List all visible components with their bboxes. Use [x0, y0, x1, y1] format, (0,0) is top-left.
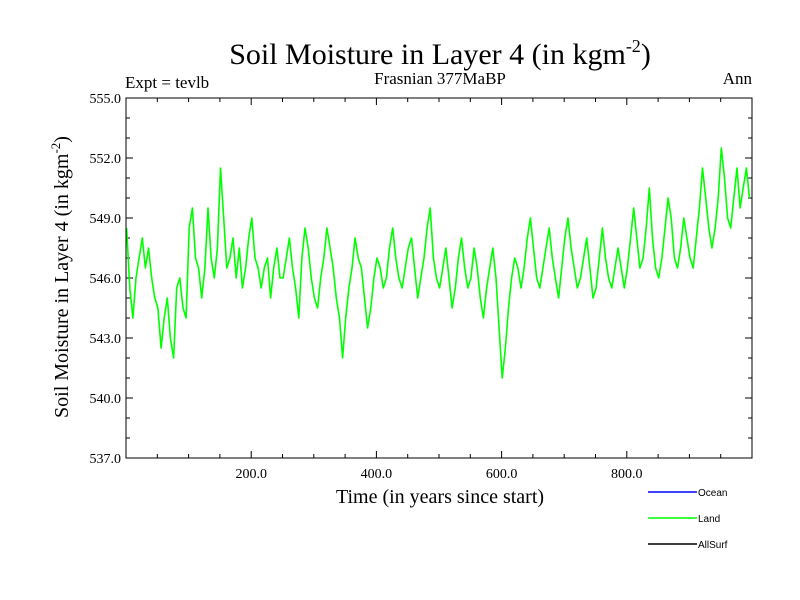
subtitle-right: Ann — [723, 69, 753, 88]
legend-label-land: Land — [698, 514, 720, 525]
subtitle-left: Expt = tevlb — [125, 73, 209, 92]
chart-title-text: Soil Moisture in Layer 4 (in kgm — [229, 38, 626, 71]
y-tick-label: 555.0 — [90, 92, 122, 107]
x-tick-label: 800.0 — [611, 467, 643, 482]
y-tick-label: 537.0 — [90, 452, 122, 467]
x-tick-label: 400.0 — [361, 467, 393, 482]
svg-text:Soil Moisture in Layer 4 (in k: Soil Moisture in Layer 4 (in kgm-2) — [48, 136, 73, 418]
series-line-land — [125, 147, 751, 379]
axis-ticks: 537.0 540.0 543.0 546.0 549.0 552.0 555.0 200.0… — [90, 92, 752, 482]
x-axis-label: Time (in years since start) — [336, 486, 544, 508]
y-axis-label-text: Soil Moisture in Layer 4 (in kgm — [51, 153, 73, 418]
legend: Ocean Land AllSurf — [648, 488, 728, 551]
legend-label-allsurf: AllSurf — [698, 540, 728, 551]
y-tick-label: 546.0 — [90, 272, 122, 287]
x-tick-label: 200.0 — [235, 467, 267, 482]
y-tick-label: 543.0 — [90, 332, 122, 347]
y-tick-label: 549.0 — [90, 212, 122, 227]
subtitle-center: Frasnian 377MaBP — [374, 69, 506, 88]
chart-title-close: ) — [641, 38, 651, 71]
y-tick-label: 552.0 — [90, 152, 122, 167]
chart-title: Soil Moisture in Layer 4 (in kgm-2) — [229, 36, 651, 71]
legend-label-ocean: Ocean — [698, 488, 727, 499]
x-tick-label: 600.0 — [486, 467, 518, 482]
plot-frame — [125, 97, 753, 459]
chart-title-superscript: -2 — [626, 36, 641, 56]
y-axis-label-close: ) — [51, 136, 73, 143]
y-tick-label: 540.0 — [90, 392, 122, 407]
y-axis-label: Soil Moisture in Layer 4 (in kgm-2) — [48, 136, 73, 418]
y-axis-label-superscript: -2 — [48, 143, 63, 154]
plot-area — [125, 147, 751, 379]
